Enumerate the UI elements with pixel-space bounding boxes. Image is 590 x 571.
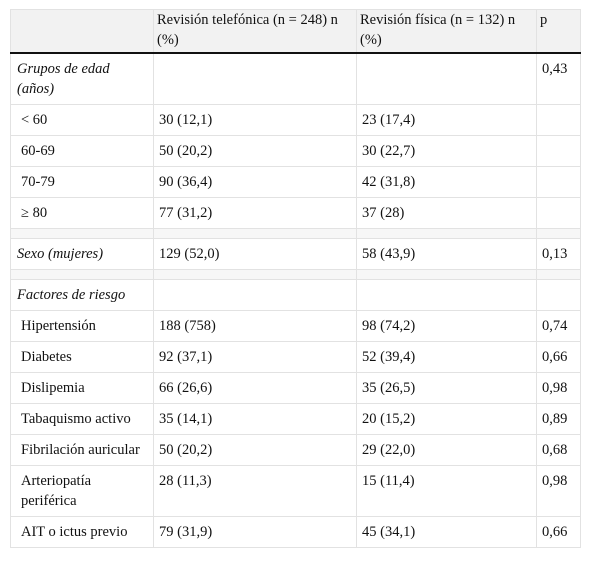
table-cell: 35 (14,1) [153, 403, 357, 435]
table-cell [356, 52, 537, 105]
table-cell: 37 (28) [356, 197, 537, 229]
table-row: 70-79 90 (36,4) 42 (31,8) [10, 166, 581, 198]
row-label: ≥ 80 [10, 197, 154, 229]
row-label: 60-69 [10, 135, 154, 167]
table-cell: 0,66 [536, 516, 581, 548]
table-cell: 29 (22,0) [356, 434, 537, 466]
spacer-cell [356, 228, 537, 239]
table-cell [356, 279, 537, 311]
spacer-cell [10, 269, 154, 280]
table-row: Tabaquismo activo 35 (14,1) 20 (15,2) 0,89 [10, 403, 581, 435]
table-cell: 30 (22,7) [356, 135, 537, 167]
table-row: Arteriopatía periférica 28 (11,3) 15 (11,4… [10, 465, 581, 517]
table-cell [536, 135, 581, 167]
table-row: Fibrilación auricular 50 (20,2) 29 (22,0) 0… [10, 434, 581, 466]
table-cell: 52 (39,4) [356, 341, 537, 373]
header-cell: p [536, 9, 581, 54]
row-label: < 60 [10, 104, 154, 136]
table-cell [153, 279, 357, 311]
spacer-row [10, 228, 581, 239]
table-cell: 0,43 [536, 52, 581, 105]
row-label: Tabaquismo activo [10, 403, 154, 435]
table-cell: 0,13 [536, 238, 581, 270]
row-label: Fibrilación auricular [10, 434, 154, 466]
table-cell: 30 (12,1) [153, 104, 357, 136]
spacer-cell [356, 269, 537, 280]
table-cell: 129 (52,0) [153, 238, 357, 270]
table-cell: 58 (43,9) [356, 238, 537, 270]
table-row: Grupos de edad (años) 0,43 [10, 52, 581, 105]
row-label: Diabetes [10, 341, 154, 373]
row-label: Dislipemia [10, 372, 154, 404]
row-label: Hipertensión [10, 310, 154, 342]
data-table: Revisión telefónica (n = 248) n (%) Revi… [10, 9, 581, 548]
table-cell: 15 (11,4) [356, 465, 537, 517]
table-cell [536, 279, 581, 311]
table-body: Grupos de edad (años) 0,43 < 60 30 (12,1) 23… [10, 52, 581, 548]
row-label: Grupos de edad (años) [10, 52, 154, 105]
table-cell [153, 52, 357, 105]
table-row: Sexo (mujeres) 129 (52,0) 58 (43,9) 0,13 [10, 238, 581, 270]
row-label: Sexo (mujeres) [10, 238, 154, 270]
table-row: AIT o ictus previo 79 (31,9) 45 (34,1) 0,66 [10, 516, 581, 548]
table-cell: 0,98 [536, 372, 581, 404]
table-cell: 45 (34,1) [356, 516, 537, 548]
header-cell [10, 9, 154, 54]
table-row: Diabetes 92 (37,1) 52 (39,4) 0,66 [10, 341, 581, 373]
table-cell: 66 (26,6) [153, 372, 357, 404]
table-cell: 90 (36,4) [153, 166, 357, 198]
table-cell: 92 (37,1) [153, 341, 357, 373]
table-cell: 28 (11,3) [153, 465, 357, 517]
table-cell: 77 (31,2) [153, 197, 357, 229]
spacer-cell [153, 269, 357, 280]
table-row: ≥ 80 77 (31,2) 37 (28) [10, 197, 581, 229]
table-row: < 60 30 (12,1) 23 (17,4) [10, 104, 581, 136]
table-cell [536, 197, 581, 229]
spacer-cell [536, 269, 581, 280]
table-cell: 0,74 [536, 310, 581, 342]
table-cell [536, 104, 581, 136]
table-row: 60-69 50 (20,2) 30 (22,7) [10, 135, 581, 167]
table-cell: 20 (15,2) [356, 403, 537, 435]
table-cell: 35 (26,5) [356, 372, 537, 404]
table-cell: 42 (31,8) [356, 166, 537, 198]
table-cell: 0,89 [536, 403, 581, 435]
table-cell: 98 (74,2) [356, 310, 537, 342]
table-cell: 50 (20,2) [153, 135, 357, 167]
header-cell: Revisión física (n = 132) n (%) [356, 9, 537, 54]
table-cell [536, 166, 581, 198]
table-cell: 0,68 [536, 434, 581, 466]
spacer-cell [153, 228, 357, 239]
table-cell: 0,66 [536, 341, 581, 373]
table-cell: 0,98 [536, 465, 581, 517]
header-cell: Revisión telefónica (n = 248) n (%) [153, 9, 357, 54]
table-row: Dislipemia 66 (26,6) 35 (26,5) 0,98 [10, 372, 581, 404]
header-row: Revisión telefónica (n = 248) n (%) Revi… [10, 9, 581, 54]
table-cell: 23 (17,4) [356, 104, 537, 136]
spacer-cell [10, 228, 154, 239]
spacer-cell [536, 228, 581, 239]
row-label: Factores de riesgo [10, 279, 154, 311]
table-cell: 50 (20,2) [153, 434, 357, 466]
table-row: Hipertensión 188 (758) 98 (74,2) 0,74 [10, 310, 581, 342]
table-cell: 79 (31,9) [153, 516, 357, 548]
row-label: Arteriopatía periférica [10, 465, 154, 517]
row-label: 70-79 [10, 166, 154, 198]
table-row: Factores de riesgo [10, 279, 581, 311]
table-cell: 188 (758) [153, 310, 357, 342]
spacer-row [10, 269, 581, 280]
row-label: AIT o ictus previo [10, 516, 154, 548]
